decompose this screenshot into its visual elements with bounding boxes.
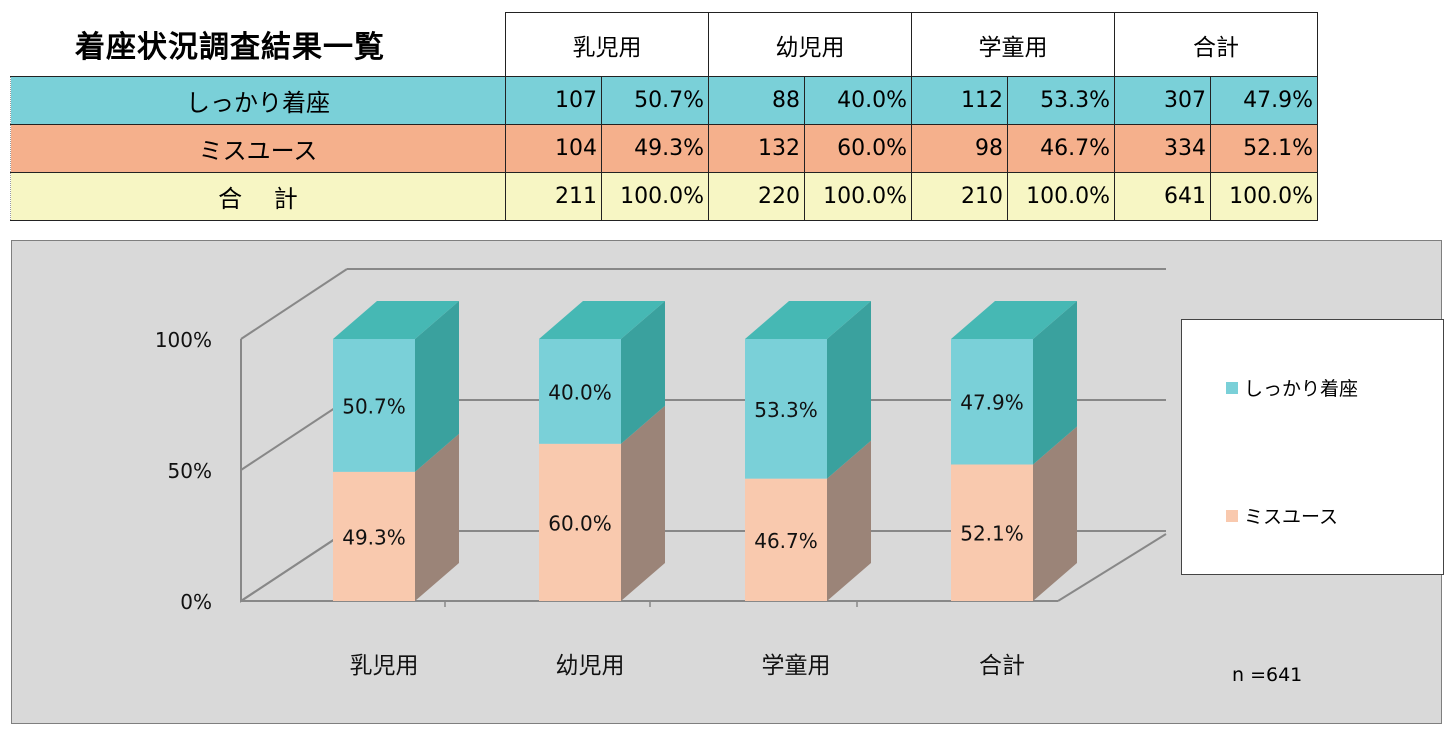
- bar-seated: [745, 339, 827, 479]
- gridline-left-1: [240, 399, 348, 471]
- table-cell-count: 112: [911, 76, 1008, 125]
- page-title: 着座状況調査結果一覧: [75, 30, 385, 65]
- sample-size-note: n =641: [1232, 664, 1303, 686]
- data-label-seated: 50.7%: [342, 394, 406, 418]
- x-tick-label: 学童用: [762, 653, 831, 679]
- floor-right-edge: [1057, 533, 1167, 602]
- legend-label: しっかり着座: [1244, 378, 1359, 400]
- table-cell-count: 220: [708, 172, 805, 221]
- bar-side-seated: [621, 301, 665, 444]
- table-cell-percent: 100.0%: [1007, 172, 1115, 221]
- table-cell-count: 107: [505, 76, 602, 125]
- table-row-seated: しっかり着座 107 50.7% 88 40.0% 112 53.3% 307 …: [10, 76, 1318, 125]
- bar-misuse: [951, 464, 1033, 601]
- table-cell-percent: 100.0%: [1210, 172, 1318, 221]
- table-cell-percent: 46.7%: [1007, 124, 1115, 173]
- row-label: ミスユース: [10, 124, 506, 173]
- data-label-misuse: 46.7%: [754, 529, 818, 553]
- chart-svg: 0% 50% 100% 49.3% 50.7% 乳児用 60.0% 40.0% 幼児用 46.7%…: [155, 268, 1167, 679]
- bar-side-seated: [827, 301, 871, 479]
- table-cell-percent: 100.0%: [804, 172, 912, 221]
- bar-side-misuse: [621, 405, 665, 601]
- bar-seated: [539, 339, 621, 444]
- data-label-misuse: 52.1%: [960, 522, 1024, 546]
- table-row-total: 合 計 211 100.0% 220 100.0% 210 100.0% 641…: [10, 172, 1318, 221]
- table-cell-count: 211: [505, 172, 602, 221]
- legend-swatch-seated: [1226, 381, 1238, 394]
- bar-misuse: [333, 471, 415, 601]
- bar-side-misuse: [415, 433, 459, 601]
- table-cell-percent: 52.1%: [1210, 124, 1318, 173]
- table-cell-percent: 40.0%: [804, 76, 912, 125]
- row-label: 合 計: [10, 172, 506, 221]
- summary-table: 乳児用 幼児用 学童用 合計 しっかり着座 107 50.7% 88 40.0%…: [10, 12, 1318, 221]
- x-tick-label: 乳児用: [350, 653, 419, 679]
- bar-top: [539, 301, 665, 339]
- table-cell-count: 98: [911, 124, 1008, 173]
- bar-side-misuse: [1033, 426, 1077, 601]
- data-label-seated: 40.0%: [548, 380, 612, 404]
- chart-legend: しっかり着座 ミスユース: [1181, 319, 1444, 575]
- table-cell-percent: 49.3%: [601, 124, 709, 173]
- x-tick-label: 合計: [979, 653, 1025, 679]
- legend-item-seated: しっかり着座: [1226, 374, 1358, 401]
- table-cell-count: 307: [1114, 76, 1211, 125]
- legend-label: ミスユース: [1244, 506, 1339, 528]
- legend-swatch-misuse: [1226, 509, 1238, 522]
- table-cell-count: 210: [911, 172, 1008, 221]
- col-header-total: 合計: [1114, 12, 1318, 77]
- table-cell-count: 88: [708, 76, 805, 125]
- bar-misuse: [745, 478, 827, 601]
- data-label-misuse: 49.3%: [342, 525, 406, 549]
- row-label: しっかり着座: [10, 76, 506, 125]
- bar-side-seated: [415, 301, 459, 472]
- table-title-cell: [10, 12, 506, 77]
- gridline-left-2: [240, 268, 348, 340]
- summary-table-area: 乳児用 幼児用 学童用 合計 しっかり着座 107 50.7% 88 40.0%…: [0, 0, 1452, 230]
- table-cell-percent: 100.0%: [601, 172, 709, 221]
- left-wall: [240, 339, 348, 603]
- table-cell-count: 104: [505, 124, 602, 173]
- bar-misuse: [539, 443, 621, 601]
- x-tick-label: 幼児用: [556, 653, 625, 679]
- table-header-row: 乳児用 幼児用 学童用 合計: [10, 12, 1318, 77]
- bar-seated: [333, 339, 415, 472]
- legend-item-misuse: ミスユース: [1226, 502, 1338, 529]
- bar-side-misuse: [827, 440, 871, 601]
- bar-top: [333, 301, 459, 339]
- col-header-infant: 乳児用: [505, 12, 709, 77]
- chart-panel: 0% 50% 100% 49.3% 50.7% 乳児用 60.0% 40.0% 幼児用 46.7%…: [11, 240, 1444, 724]
- col-header-school: 学童用: [911, 12, 1115, 77]
- table-cell-percent: 47.9%: [1210, 76, 1318, 125]
- data-label-misuse: 60.0%: [548, 511, 612, 535]
- bar-top: [951, 301, 1077, 339]
- table-cell-count: 132: [708, 124, 805, 173]
- table-cell-count: 334: [1114, 124, 1211, 173]
- data-label-seated: 53.3%: [754, 398, 818, 422]
- table-cell-percent: 53.3%: [1007, 76, 1115, 125]
- table-cell-percent: 60.0%: [804, 124, 912, 173]
- table-cell-count: 641: [1114, 172, 1211, 221]
- table-cell-percent: 50.7%: [601, 76, 709, 125]
- bar-side-seated: [1033, 301, 1077, 465]
- y-tick-label: 0%: [180, 590, 212, 614]
- bar-seated: [951, 339, 1033, 465]
- y-tick-label: 50%: [168, 459, 212, 483]
- data-label-seated: 47.9%: [960, 391, 1024, 415]
- bar-top: [745, 301, 871, 339]
- y-tick-label: 100%: [155, 328, 212, 352]
- col-header-toddler: 幼児用: [708, 12, 912, 77]
- gridline-left-0: [240, 530, 348, 602]
- table-row-misuse: ミスユース 104 49.3% 132 60.0% 98 46.7% 334 5…: [10, 124, 1318, 173]
